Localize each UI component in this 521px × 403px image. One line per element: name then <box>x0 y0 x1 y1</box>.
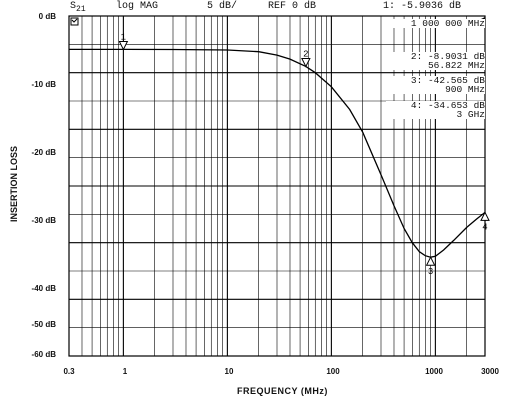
trace-layer <box>69 48 486 258</box>
marker2-readout: 2: -8.9031 dB 56.822 MHz <box>386 52 485 70</box>
marker-number-1: 1 <box>121 32 126 42</box>
x-tick-label: 100 <box>326 367 340 376</box>
marker3-readout: 3: -42.565 dB 900 MHz <box>386 76 485 94</box>
grid <box>68 15 485 357</box>
y-tick-label: -40 dB <box>31 284 56 293</box>
marker1-frequency: 1 000 000 MHz <box>383 19 485 28</box>
marker-number-4: 4 <box>482 222 487 232</box>
x-tick-label: 1 <box>122 367 128 376</box>
scale-label: 5 dB/ <box>207 1 238 12</box>
y-tick-label: -30 dB <box>31 216 56 225</box>
format-label: log MAG <box>116 1 159 12</box>
x-axis-label: FREQUENCY (MHz) <box>237 386 328 396</box>
reference-label: REF 0 dB <box>268 1 317 12</box>
plot-frame <box>68 15 486 357</box>
marker-number-3: 3 <box>428 267 433 277</box>
x-tick-label: 0.3 <box>63 367 75 376</box>
x-tick-label: 10 <box>224 367 234 376</box>
y-tick-label: -10 dB <box>31 80 56 89</box>
trace-s21 <box>69 48 486 258</box>
marker-triangle-3 <box>425 256 436 266</box>
marker1-readout: 1: -5.9036 dB <box>383 1 462 12</box>
x-tick-label: 1000 <box>425 367 443 376</box>
marker-layer: 1 2 3 4 <box>118 32 490 277</box>
marker4-readout: 4: -34.653 dB 3 GHz <box>386 101 485 119</box>
marker-triangle-4 <box>480 211 490 221</box>
marker-number-2: 2 <box>303 49 308 59</box>
marker-triangle-2 <box>301 57 311 68</box>
y-tick-label: -50 dB <box>31 320 56 329</box>
y-tick-label: 0 dB <box>38 12 56 21</box>
y-tick-label: -60 dB <box>31 350 56 359</box>
y-tick-label: -20 dB <box>31 148 56 157</box>
x-tick-label: 3000 <box>481 367 499 376</box>
marker-triangle-1 <box>118 40 129 51</box>
y-axis-label: INSERTION LOSS <box>9 145 19 223</box>
parameter-label: S21 <box>70 1 86 14</box>
